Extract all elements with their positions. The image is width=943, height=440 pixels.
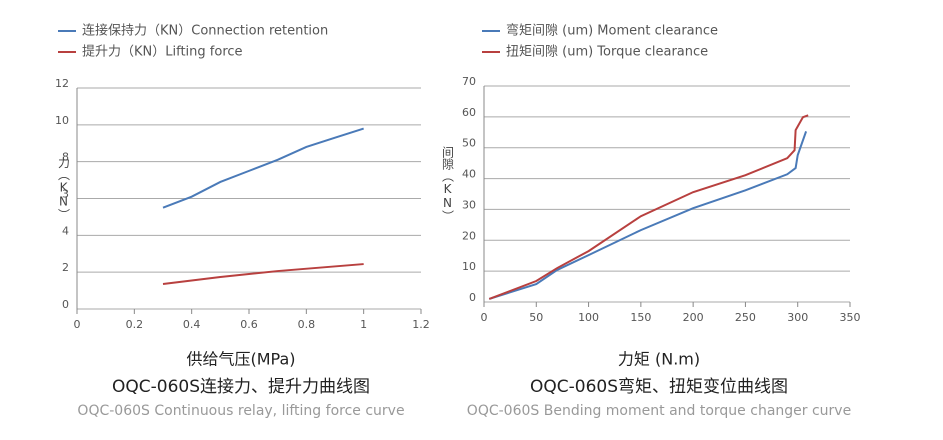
data-line	[162, 263, 364, 285]
y-tick-label: 0	[62, 298, 69, 311]
legend-label: 提升力（KN）Lifting force	[82, 44, 243, 60]
y-tick-label: 50	[462, 137, 476, 150]
x-tick-label: 250	[735, 311, 756, 324]
y-tick-label: 40	[462, 168, 476, 181]
x-tick-label: 0.8	[298, 318, 316, 331]
chart-title: OQC-060S弯矩、扭矩变位曲线图	[530, 377, 788, 397]
x-tick-label: 0.6	[240, 318, 258, 331]
y-tick-label: 10	[55, 114, 69, 127]
x-tick-label: 100	[578, 311, 599, 324]
x-tick-label: 50	[529, 311, 543, 324]
data-line	[488, 114, 809, 300]
x-tick-label: 0.2	[126, 318, 144, 331]
x-tick-label: 0	[74, 318, 81, 331]
legend-label: 弯矩间隙 (um) Moment clearance	[506, 23, 718, 39]
data-line	[162, 127, 364, 209]
y-tick-label: 3	[62, 188, 69, 201]
y-tick-label: 2	[62, 261, 69, 274]
x-axis-label: 力矩 (N.m)	[618, 350, 700, 369]
y-axis-label: 力（KN）	[57, 156, 71, 220]
y-tick-label: 8	[62, 151, 69, 164]
x-tick-label: 1.2	[412, 318, 430, 331]
y-tick-label: 12	[55, 77, 69, 90]
x-tick-label: 150	[630, 311, 651, 324]
x-axis-label: 供给气压(MPa)	[186, 350, 295, 369]
legend-label: 连接保持力（KN）Connection retention	[82, 23, 328, 39]
y-tick-label: 4	[62, 224, 69, 237]
x-tick-label: 0	[481, 311, 488, 324]
y-tick-label: 10	[462, 260, 476, 273]
x-tick-label: 300	[787, 311, 808, 324]
x-tick-label: 350	[840, 311, 861, 324]
y-tick-label: 30	[462, 198, 476, 211]
y-tick-label: 0	[469, 291, 476, 304]
chart-subtitle: OQC-060S Continuous relay, lifting force…	[77, 403, 404, 419]
data-line	[488, 131, 808, 300]
x-tick-label: 1	[360, 318, 367, 331]
y-tick-label: 60	[462, 106, 476, 119]
y-axis-label: 间隙（KN）	[441, 146, 455, 222]
y-tick-label: 20	[462, 229, 476, 242]
chart-subtitle: OQC-060S Bending moment and torque chang…	[467, 403, 851, 419]
x-tick-label: 0.4	[183, 318, 201, 331]
chart-title: OQC-060S连接力、提升力曲线图	[112, 377, 370, 397]
legend-label: 扭矩间隙 (um) Torque clearance	[506, 45, 708, 60]
y-tick-label: 70	[462, 75, 476, 88]
x-tick-label: 200	[683, 311, 704, 324]
